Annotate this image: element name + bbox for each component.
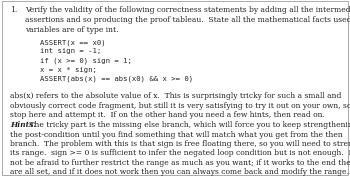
Text: assertions and so producing the proof tableau.  State all the mathematical facts: assertions and so producing the proof ta… [25, 16, 350, 24]
Text: its range.  sign >= 0 is sufficient to infer the negated loop condition but is n: its range. sign >= 0 is sufficient to in… [10, 149, 350, 157]
Text: Hints:: Hints: [10, 121, 36, 129]
Text: Verify the validity of the following correctness statements by adding all the in: Verify the validity of the following cor… [25, 6, 350, 14]
Text: ASSERT(abs(x) == abs(x0) && x >= 0): ASSERT(abs(x) == abs(x0) && x >= 0) [40, 76, 193, 82]
FancyBboxPatch shape [2, 1, 348, 175]
Text: ASSERT(x == x0): ASSERT(x == x0) [40, 39, 106, 46]
Text: not be afraid to further restrict the range as much as you want; if it works to : not be afraid to further restrict the ra… [10, 159, 350, 166]
Text: abs(x) refers to the absolute value of x.  This is surprisingly tricky for such : abs(x) refers to the absolute value of x… [10, 92, 341, 100]
Text: branch.  The problem with this is that sign is free floating there, so you will : branch. The problem with this is that si… [10, 140, 350, 148]
Text: obviously correct code fragment, but still it is very satisfying to try it out o: obviously correct code fragment, but sti… [10, 102, 350, 110]
Text: if (x >= 0) sign = 1;: if (x >= 0) sign = 1; [40, 57, 132, 64]
Text: The tricky part is the missing else branch, which will force you to keep strengt: The tricky part is the missing else bran… [27, 121, 350, 129]
Text: 1.: 1. [10, 6, 17, 14]
Text: int sign = -1;: int sign = -1; [40, 48, 102, 54]
Text: x = x * sign;: x = x * sign; [40, 67, 97, 73]
Text: are all set, and if it does not work then you can always come back and modify th: are all set, and if it does not work the… [10, 168, 349, 176]
Text: stop here and attempt it.  If on the other hand you need a few hints, then read : stop here and attempt it. If on the othe… [10, 111, 325, 119]
Text: the post-condition until you find something that will match what you get from th: the post-condition until you find someth… [10, 131, 343, 139]
Text: variables are of type int.: variables are of type int. [25, 26, 119, 33]
